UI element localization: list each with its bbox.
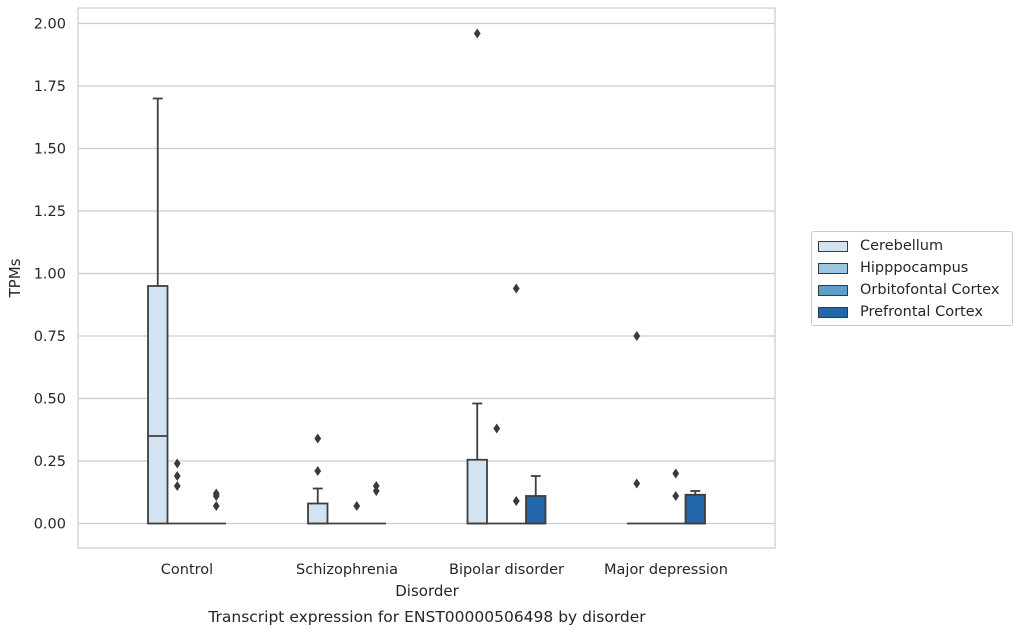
y-tick-label: 0.50 [34,392,66,408]
x-tick-label: Control [161,562,213,578]
box-hipppocampus [167,458,187,525]
x-tick-labels: Control Schizophrenia Bipolar disorder Majo… [161,562,728,578]
outlier-point [493,423,501,434]
outlier-point [633,331,641,341]
y-tick-label: 1.00 [34,267,66,283]
box-rect [147,285,169,525]
box-cerebellum [627,331,647,525]
box-orbitofontal-cortex [347,501,367,525]
box-rect [307,502,329,525]
box-rect [466,458,488,525]
x-tick-label: Major depression [604,562,728,578]
x-axis-label: Disorder [395,582,459,600]
outlier-point [372,481,380,491]
legend-label: Cerebellum [860,238,944,254]
box-prefrontal-cortex [366,481,386,525]
box-cerebellum [307,433,329,525]
y-tick-label: 0.25 [34,454,66,470]
box-cerebellum [466,28,488,525]
box-rect [684,493,706,525]
legend-item-orbitofrontal: Orbitofontal Cortex [818,281,999,299]
legend-swatch-orbitofrontal [818,284,848,296]
legend: Cerebellum Hipppocampus Orbitofontal Cor… [811,231,1013,326]
legend-swatch-cerebellum [818,240,848,252]
outlier-point [512,496,520,506]
outlier-point [314,433,322,444]
box-hipppocampus [487,423,507,525]
legend-swatch-hippocampus [818,262,848,274]
y-tick-label: 1.25 [34,204,66,220]
y-tick-label: 1.75 [34,79,66,95]
outlier-point [672,468,680,479]
box-prefrontal-cortex [525,475,547,525]
box-orbitofontal-cortex [666,468,686,525]
legend-item-cerebellum: Cerebellum [818,237,943,255]
plot-area [77,7,776,549]
x-tick-label: Bipolar disorder [449,562,564,578]
legend-label: Prefrontal Cortex [860,304,983,320]
boxes [147,28,706,525]
outlier-point [212,501,220,511]
legend-label: Hipppocampus [860,260,969,276]
y-tick-labels: 0.00 0.25 0.50 0.75 1.00 1.25 1.50 1.75 2.00 [34,17,66,533]
outlier-point [212,488,220,499]
outlier-point [173,481,181,491]
legend-item-hippocampus: Hipppocampus [818,259,968,277]
box-prefrontal-cortex [206,488,226,525]
outlier-point [173,458,181,469]
outlier-point [353,501,361,511]
outlier-point [512,283,520,294]
y-axis-label: TPMs [6,258,24,298]
y-tick-label: 2.00 [34,17,66,33]
outlier-point [173,471,181,481]
outlier-point [473,28,481,39]
chart-title: Transcript expression for ENST0000050649… [207,608,646,626]
outlier-point [314,466,322,476]
y-tick-label: 0.75 [34,329,66,345]
box-rect [525,495,547,525]
x-tick-label: Schizophrenia [296,562,398,578]
legend-label: Orbitofontal Cortex [860,282,1000,298]
box-orbitofontal-cortex [506,283,526,525]
legend-item-prefrontal: Prefrontal Cortex [818,303,983,321]
outlier-point [672,491,680,501]
box-prefrontal-cortex [684,490,706,525]
box-cerebellum [147,97,169,525]
y-tick-label: 0.00 [34,517,66,533]
y-tick-label: 1.50 [34,142,66,158]
outlier-point [633,478,641,489]
legend-swatch-prefrontal [818,306,848,318]
